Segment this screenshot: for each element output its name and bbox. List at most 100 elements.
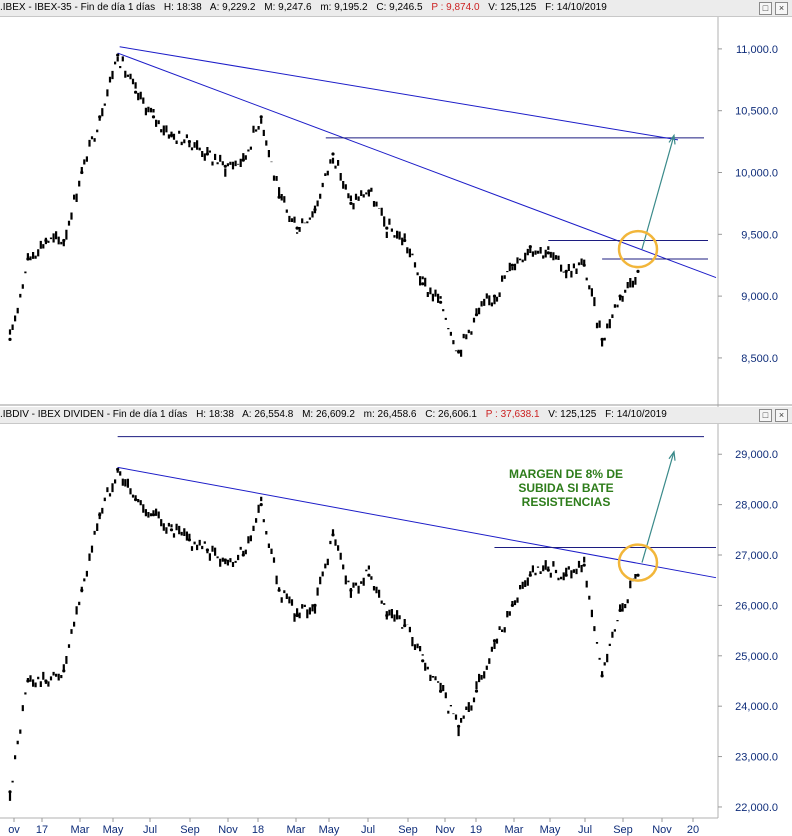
data-point: [385, 613, 389, 618]
x-tick-label: Sep: [398, 824, 418, 836]
bottom-date: F: 14/10/2019: [605, 409, 667, 420]
annotation-line-1: MARGEN DE 8% DE: [509, 467, 623, 481]
y-tick-label: 22,000.0: [735, 802, 778, 814]
data-point: [62, 669, 66, 673]
x-tick-label: 19: [470, 824, 482, 836]
top-restore-button[interactable]: □: [759, 2, 772, 15]
data-point: [367, 573, 371, 577]
data-point: [349, 201, 353, 205]
data-point: [474, 689, 479, 693]
data-point: [223, 164, 227, 168]
y-tick-label: 9,000.0: [741, 291, 778, 303]
data-point: [116, 467, 120, 471]
y-tick-label: 10,500.0: [735, 106, 778, 118]
data-point: [259, 115, 263, 119]
data-point: [277, 195, 281, 199]
x-tick-label: Mar: [505, 824, 524, 836]
bottom-panel-y-axis: 22,000.0 23,000.0 24,000.0 25,000.0 26,000.0…: [718, 449, 778, 814]
arrow-head: [668, 133, 676, 145]
top-symbol: .IBEX - IBEX-35 - Fin de día 1 días: [0, 2, 156, 13]
top-open: A: 9,229.2: [209, 2, 256, 13]
data-point: [582, 263, 586, 267]
data-point: [205, 548, 209, 552]
x-tick-label: Jul: [578, 824, 592, 836]
data-point: [98, 115, 102, 119]
data-point: [600, 674, 604, 678]
data-point: [385, 226, 389, 230]
breakout-circle: [617, 543, 659, 582]
bottom-panel-header: .IBDIV - IBEX DIVIDEN - Fin de día 1 día…: [0, 407, 792, 424]
data-point: [457, 350, 461, 354]
data-point: [80, 588, 84, 592]
x-tick-label: May: [540, 824, 561, 836]
data-point: [528, 573, 532, 577]
data-point: [134, 498, 138, 502]
data-point: [169, 528, 174, 532]
trend-extension: [119, 46, 679, 141]
top-panel-overlays: [117, 46, 717, 279]
data-point: [313, 603, 317, 608]
data-point: [457, 724, 461, 728]
data-point: [151, 115, 156, 119]
price-bars: [8, 56, 637, 357]
data-point: [367, 189, 371, 193]
y-tick-label: 23,000.0: [735, 752, 778, 764]
y-tick-label: 29,000.0: [735, 449, 778, 461]
x-tick-label: Jul: [143, 824, 157, 836]
bottom-h: H: 18:38: [196, 409, 234, 420]
data-point: [510, 263, 514, 267]
data-point: [62, 238, 66, 243]
bottom-close-button[interactable]: ×: [775, 409, 788, 422]
top-panel-price-series: [8, 53, 640, 357]
top-close-button[interactable]: ×: [775, 2, 788, 15]
data-point: [8, 337, 12, 341]
data-point: [331, 152, 335, 156]
x-tick-label: Mar: [287, 824, 306, 836]
data-point: [618, 608, 622, 613]
y-tick-label: 27,000.0: [735, 550, 778, 562]
data-point: [564, 269, 568, 273]
bottom-symbol: .IBDIV - IBEX DIVIDEN - Fin de día 1 día…: [0, 409, 188, 420]
top-p: P : 9,874.0: [431, 2, 480, 13]
bottom-high: M: 26,609.2: [302, 409, 355, 420]
data-point: [313, 208, 317, 212]
y-tick-label: 10,000.0: [735, 168, 778, 180]
data-point: [205, 152, 209, 156]
x-tick-label: 20: [687, 824, 699, 836]
bottom-volume: V: 125,125: [548, 409, 597, 420]
data-point: [134, 90, 138, 94]
data-point: [492, 639, 497, 643]
bottom-close: C: 26,606.1: [425, 409, 477, 420]
data-point: [277, 588, 281, 592]
top-panel-header: .IBEX - IBEX-35 - Fin de día 1 días H: 1…: [0, 0, 792, 17]
x-tick-label: Nov: [435, 824, 455, 836]
data-point: [295, 613, 299, 618]
top-low: m: 9,195.2: [320, 2, 368, 13]
data-point: [187, 538, 191, 542]
price-bars: [8, 468, 637, 801]
bottom-restore-button[interactable]: □: [759, 409, 772, 422]
data-point: [492, 294, 497, 298]
data-point: [421, 282, 425, 286]
downtrend-line: [117, 466, 717, 579]
data-point: [564, 573, 568, 577]
data-point: [259, 503, 263, 507]
x-tick-label: Nov: [218, 824, 238, 836]
data-point: [403, 624, 407, 628]
bottom-panel-price-series: [8, 467, 640, 801]
y-tick-label: 11,000.0: [736, 44, 778, 56]
data-point: [241, 158, 245, 162]
breakout-circle: [617, 229, 659, 269]
data-point: [44, 238, 48, 243]
y-tick-label: 24,000.0: [735, 701, 778, 713]
data-point: [169, 133, 174, 137]
x-tick-label: ov: [8, 824, 20, 836]
top-volume: V: 125,125: [488, 2, 537, 13]
data-point: [26, 257, 30, 261]
bottom-low: m: 26,458.6: [363, 409, 417, 420]
data-point: [44, 679, 48, 683]
x-tick-label: May: [103, 824, 124, 836]
x-tick-label: Sep: [180, 824, 200, 836]
annotation-line-2: SUBIDA SI BATE: [518, 481, 613, 495]
data-point: [636, 269, 640, 273]
